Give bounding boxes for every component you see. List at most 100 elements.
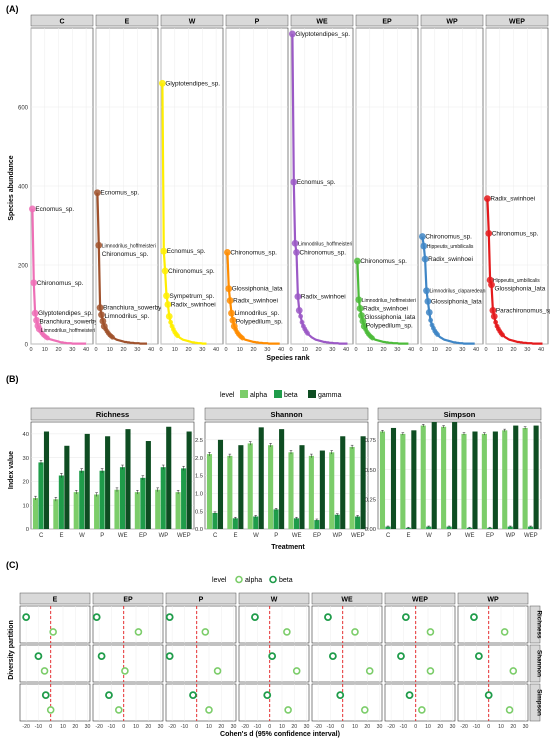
x-tick: 0: [122, 724, 125, 730]
category-tick: EP: [313, 533, 321, 539]
species-label: Polypedilum_sp.: [236, 319, 283, 326]
y-tick: 0.00: [365, 527, 376, 533]
facet-wep: WEP 0 10 20 30 40 Radix_swinhoei Chironomus_sp.…: [483, 14, 550, 353]
bar-gamma: [105, 436, 111, 529]
rank-point: [28, 205, 36, 213]
x-tick: 0: [268, 724, 271, 730]
bar-beta: [212, 512, 218, 529]
bar-gamma: [64, 445, 70, 529]
facet-frame: [457, 605, 529, 644]
category-tick: WEP: [177, 533, 191, 539]
x-tick: -20: [314, 724, 322, 730]
x-tick: 20: [380, 347, 386, 353]
facet-strip: [92, 592, 164, 605]
bar-beta: [58, 475, 64, 529]
panel-a-xlabel: Species rank: [266, 355, 309, 362]
point-alpha: [500, 628, 509, 636]
rank-point: [485, 230, 493, 237]
species-label: Chironomus_sp.: [37, 280, 84, 287]
x-tick: 20: [185, 347, 191, 353]
rank-point: [175, 333, 180, 339]
cohens-d-panel: E -20 -10 0 10 20 30 EP -20 -10 0 10 20 30 P -20 -10 0 10 2…: [19, 592, 543, 730]
species-label: Glossiphonia_lata: [232, 286, 283, 293]
species-label: Chironomus_sp.: [492, 230, 539, 237]
species-label: Limnodrilus_hoffmeisteri: [298, 241, 352, 247]
x-tick: -10: [35, 724, 43, 730]
legend-swatch-gamma: [308, 390, 316, 398]
x-tick: 20: [437, 724, 443, 730]
legend-marker-alpha: [235, 575, 243, 584]
point-beta: [165, 652, 174, 660]
bar-gamma: [43, 431, 50, 529]
point-alpha: [292, 667, 301, 675]
species-label: Polypedilum_sp.: [366, 322, 413, 329]
rank-point: [490, 312, 498, 320]
x-tick: 0: [354, 347, 357, 353]
rank-point: [33, 316, 40, 324]
x-tick: 20: [55, 347, 61, 353]
species-label: Limnodrilus_hoffmeisteri: [102, 243, 156, 249]
species-label: Glyptotendipes_sp.: [38, 310, 93, 317]
x-tick: 0: [414, 724, 417, 730]
panel-a-y-tick: 600: [18, 106, 29, 112]
facet-c: C 0 10 20 30 40 Ecnomus_sp. Chironomus_sp. Glypt…: [28, 14, 99, 353]
x-tick: 10: [302, 347, 308, 353]
x-tick: 0: [289, 347, 292, 353]
rank-point: [110, 334, 115, 340]
bar-alpha: [134, 492, 140, 529]
bar-alpha: [441, 426, 447, 529]
x-tick: 30: [524, 347, 530, 353]
bar-beta: [99, 470, 105, 529]
facet-title: C: [59, 19, 64, 26]
category-tick: E: [407, 533, 411, 539]
rank-point: [228, 309, 235, 317]
facet-title: WEP: [509, 19, 525, 26]
category-tick: WE: [465, 533, 475, 539]
bar-alpha: [308, 455, 314, 529]
point-alpha: [418, 706, 426, 714]
x-tick: 40: [213, 347, 219, 353]
rank-point: [359, 317, 367, 325]
bar-beta: [160, 467, 166, 529]
x-tick: 10: [425, 724, 431, 730]
species-label: Radix_swinhoei: [363, 305, 408, 312]
facet-strip: [377, 407, 542, 421]
bar-gamma: [145, 441, 151, 529]
point-beta: [189, 691, 197, 699]
point-beta: [324, 613, 332, 621]
facet-strip: [238, 592, 310, 605]
rank-point: [95, 241, 103, 249]
panel-b-xlabel: Treatment: [271, 544, 305, 551]
rank-point: [164, 301, 172, 308]
y-tick: 10: [23, 503, 29, 509]
rank-point: [291, 239, 299, 247]
bar-alpha: [247, 443, 253, 529]
bar-gamma: [390, 427, 397, 529]
x-tick: 20: [120, 347, 126, 353]
x-tick: 20: [510, 724, 516, 730]
bar-gamma: [258, 427, 264, 529]
bar-gamma: [431, 422, 437, 529]
species-label: Chironomus_sp.: [300, 249, 347, 256]
x-tick: 0: [484, 347, 487, 353]
x-tick: 40: [343, 347, 349, 353]
bar-beta: [314, 520, 320, 529]
species-label: Ecnomus_sp.: [167, 248, 206, 255]
rank-point: [421, 255, 429, 263]
facet-title: Simpson: [444, 410, 476, 419]
facet-frame: [384, 683, 456, 722]
rank-point: [225, 285, 233, 293]
category-tick: WEP: [351, 533, 365, 539]
rank-point: [290, 178, 298, 186]
facet-title: P: [199, 597, 204, 604]
rank-point: [98, 311, 105, 319]
legend-swatch-alpha: [240, 390, 248, 398]
bar-gamma: [166, 426, 172, 529]
x-tick: 30: [199, 347, 205, 353]
x-tick: 20: [145, 724, 151, 730]
bar-alpha: [329, 452, 335, 529]
category-tick: EP: [486, 533, 494, 539]
facet-we: WE 0 10 20 30 40 Glyptotendipes_sp. Ecnomus_sp.…: [288, 14, 354, 353]
x-tick: 30: [329, 347, 335, 353]
